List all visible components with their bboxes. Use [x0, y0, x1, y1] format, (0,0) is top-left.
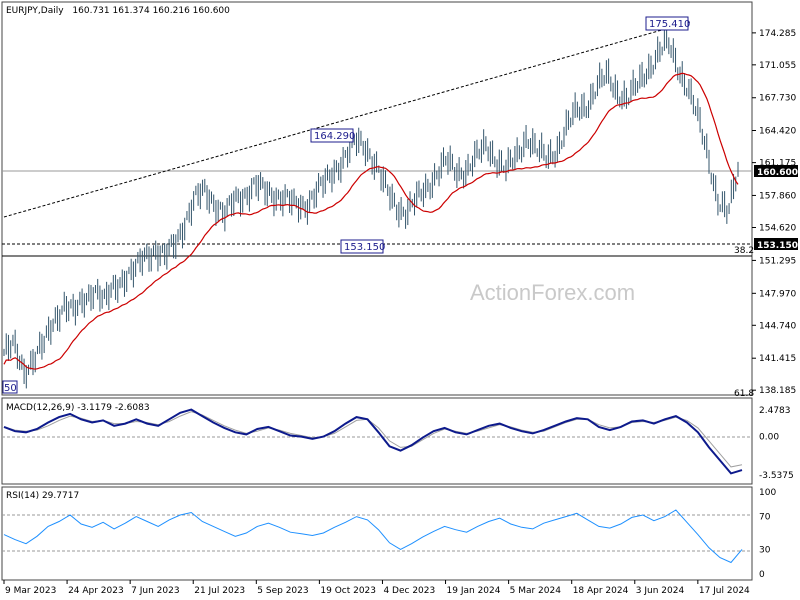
x-tick-label: 3 Jun 2024 [636, 586, 685, 596]
current-price-tag-text: 160.600 [757, 168, 798, 178]
price-tick-label: 164.420 [759, 127, 796, 137]
x-tick-label: 24 Apr 2023 [68, 586, 124, 596]
chart-title: EURJPY,Daily 160.731 161.374 160.216 160… [6, 6, 230, 16]
rsi-tick-label: 70 [759, 513, 771, 523]
price-tick-label: 151.295 [759, 256, 796, 266]
rsi-title: RSI(14) 29.7717 [6, 491, 79, 501]
x-tick-label: 19 Oct 2023 [320, 586, 376, 596]
rsi-panel [1, 486, 753, 581]
moving-average-line [3, 72, 739, 370]
price-axis: 174.285 171.055 167.730 164.420 161.175 157.8… [752, 29, 796, 396]
price-tick-label: 171.055 [759, 61, 796, 71]
high-label: 175.410 [645, 16, 690, 31]
macd-tick-label: -3.5375 [759, 471, 794, 481]
x-tick-label: 21 Jul 2023 [194, 586, 245, 596]
rsi-axis: 100 70 30 0 [759, 488, 776, 580]
macd-signal-line [3, 411, 743, 468]
price-tick-label: 147.970 [759, 289, 796, 299]
price-tick-label: 138.185 [759, 386, 796, 396]
low-label: 153.150 [340, 239, 385, 254]
low-label-text: 153.150 [344, 242, 385, 253]
x-tick-label: 19 Jan 2024 [447, 586, 501, 596]
price-tick-label: 174.285 [759, 29, 796, 39]
macd-title: MACD(12,26,9) -3.1179 -2.6083 [6, 403, 150, 413]
rsi-tick-label: 0 [759, 570, 765, 580]
price-tick-label: 167.730 [759, 94, 796, 104]
x-axis: 9 Mar 2023 24 Apr 2023 7 Jun 2023 21 Jul 20… [3, 580, 750, 596]
x-tick-label: 5 Mar 2024 [510, 586, 562, 596]
rsi-line [3, 509, 743, 564]
ohlc-values: 160.731 161.374 160.216 160.600 [72, 6, 230, 16]
x-tick-label: 18 Apr 2024 [573, 586, 629, 596]
fib-61-label: 61.8 [734, 389, 754, 399]
macd-line [3, 408, 743, 475]
macd-panel [1, 397, 753, 485]
left-label-text: 50 [4, 383, 17, 394]
rsi-tick-label: 30 [759, 545, 771, 555]
price-tick-label: 154.620 [759, 224, 796, 234]
current-price-tag: 160.600 [754, 165, 798, 178]
x-tick-label: 5 Sep 2023 [257, 586, 308, 596]
symbol-label: EURJPY,Daily [6, 6, 64, 16]
macd-axis: 2.4783 0.00 -3.5375 [759, 406, 794, 481]
fib-38-label: 38.2 [734, 246, 754, 256]
macd-tick-label: 2.4783 [759, 406, 791, 416]
x-tick-label: 17 Jul 2024 [699, 586, 750, 596]
price-panel [1, 1, 753, 396]
high-label-text: 175.410 [649, 19, 690, 30]
price-tick-label: 157.860 [759, 191, 796, 201]
mid-label-text: 164.290 [314, 131, 355, 142]
left-label: 50 [2, 380, 18, 394]
price-tick-label: 141.415 [759, 354, 796, 364]
support-price-tag: 153.150 [754, 238, 798, 251]
price-tick-label: 161.175 [759, 159, 796, 169]
price-tick-label: 144.740 [759, 321, 796, 331]
rsi-tick-label: 100 [759, 488, 776, 498]
price-bars [3, 22, 739, 389]
x-tick-label: 7 Jun 2023 [131, 586, 179, 596]
rising-trendline [3, 21, 691, 218]
support-price-tag-text: 153.150 [757, 241, 798, 251]
x-tick-label: 9 Mar 2023 [5, 586, 56, 596]
macd-tick-label: 0.00 [759, 433, 779, 443]
x-tick-label: 4 Dec 2023 [383, 586, 435, 596]
mid-label: 164.290 [310, 128, 355, 143]
watermark: ActionForex.com [470, 280, 635, 305]
